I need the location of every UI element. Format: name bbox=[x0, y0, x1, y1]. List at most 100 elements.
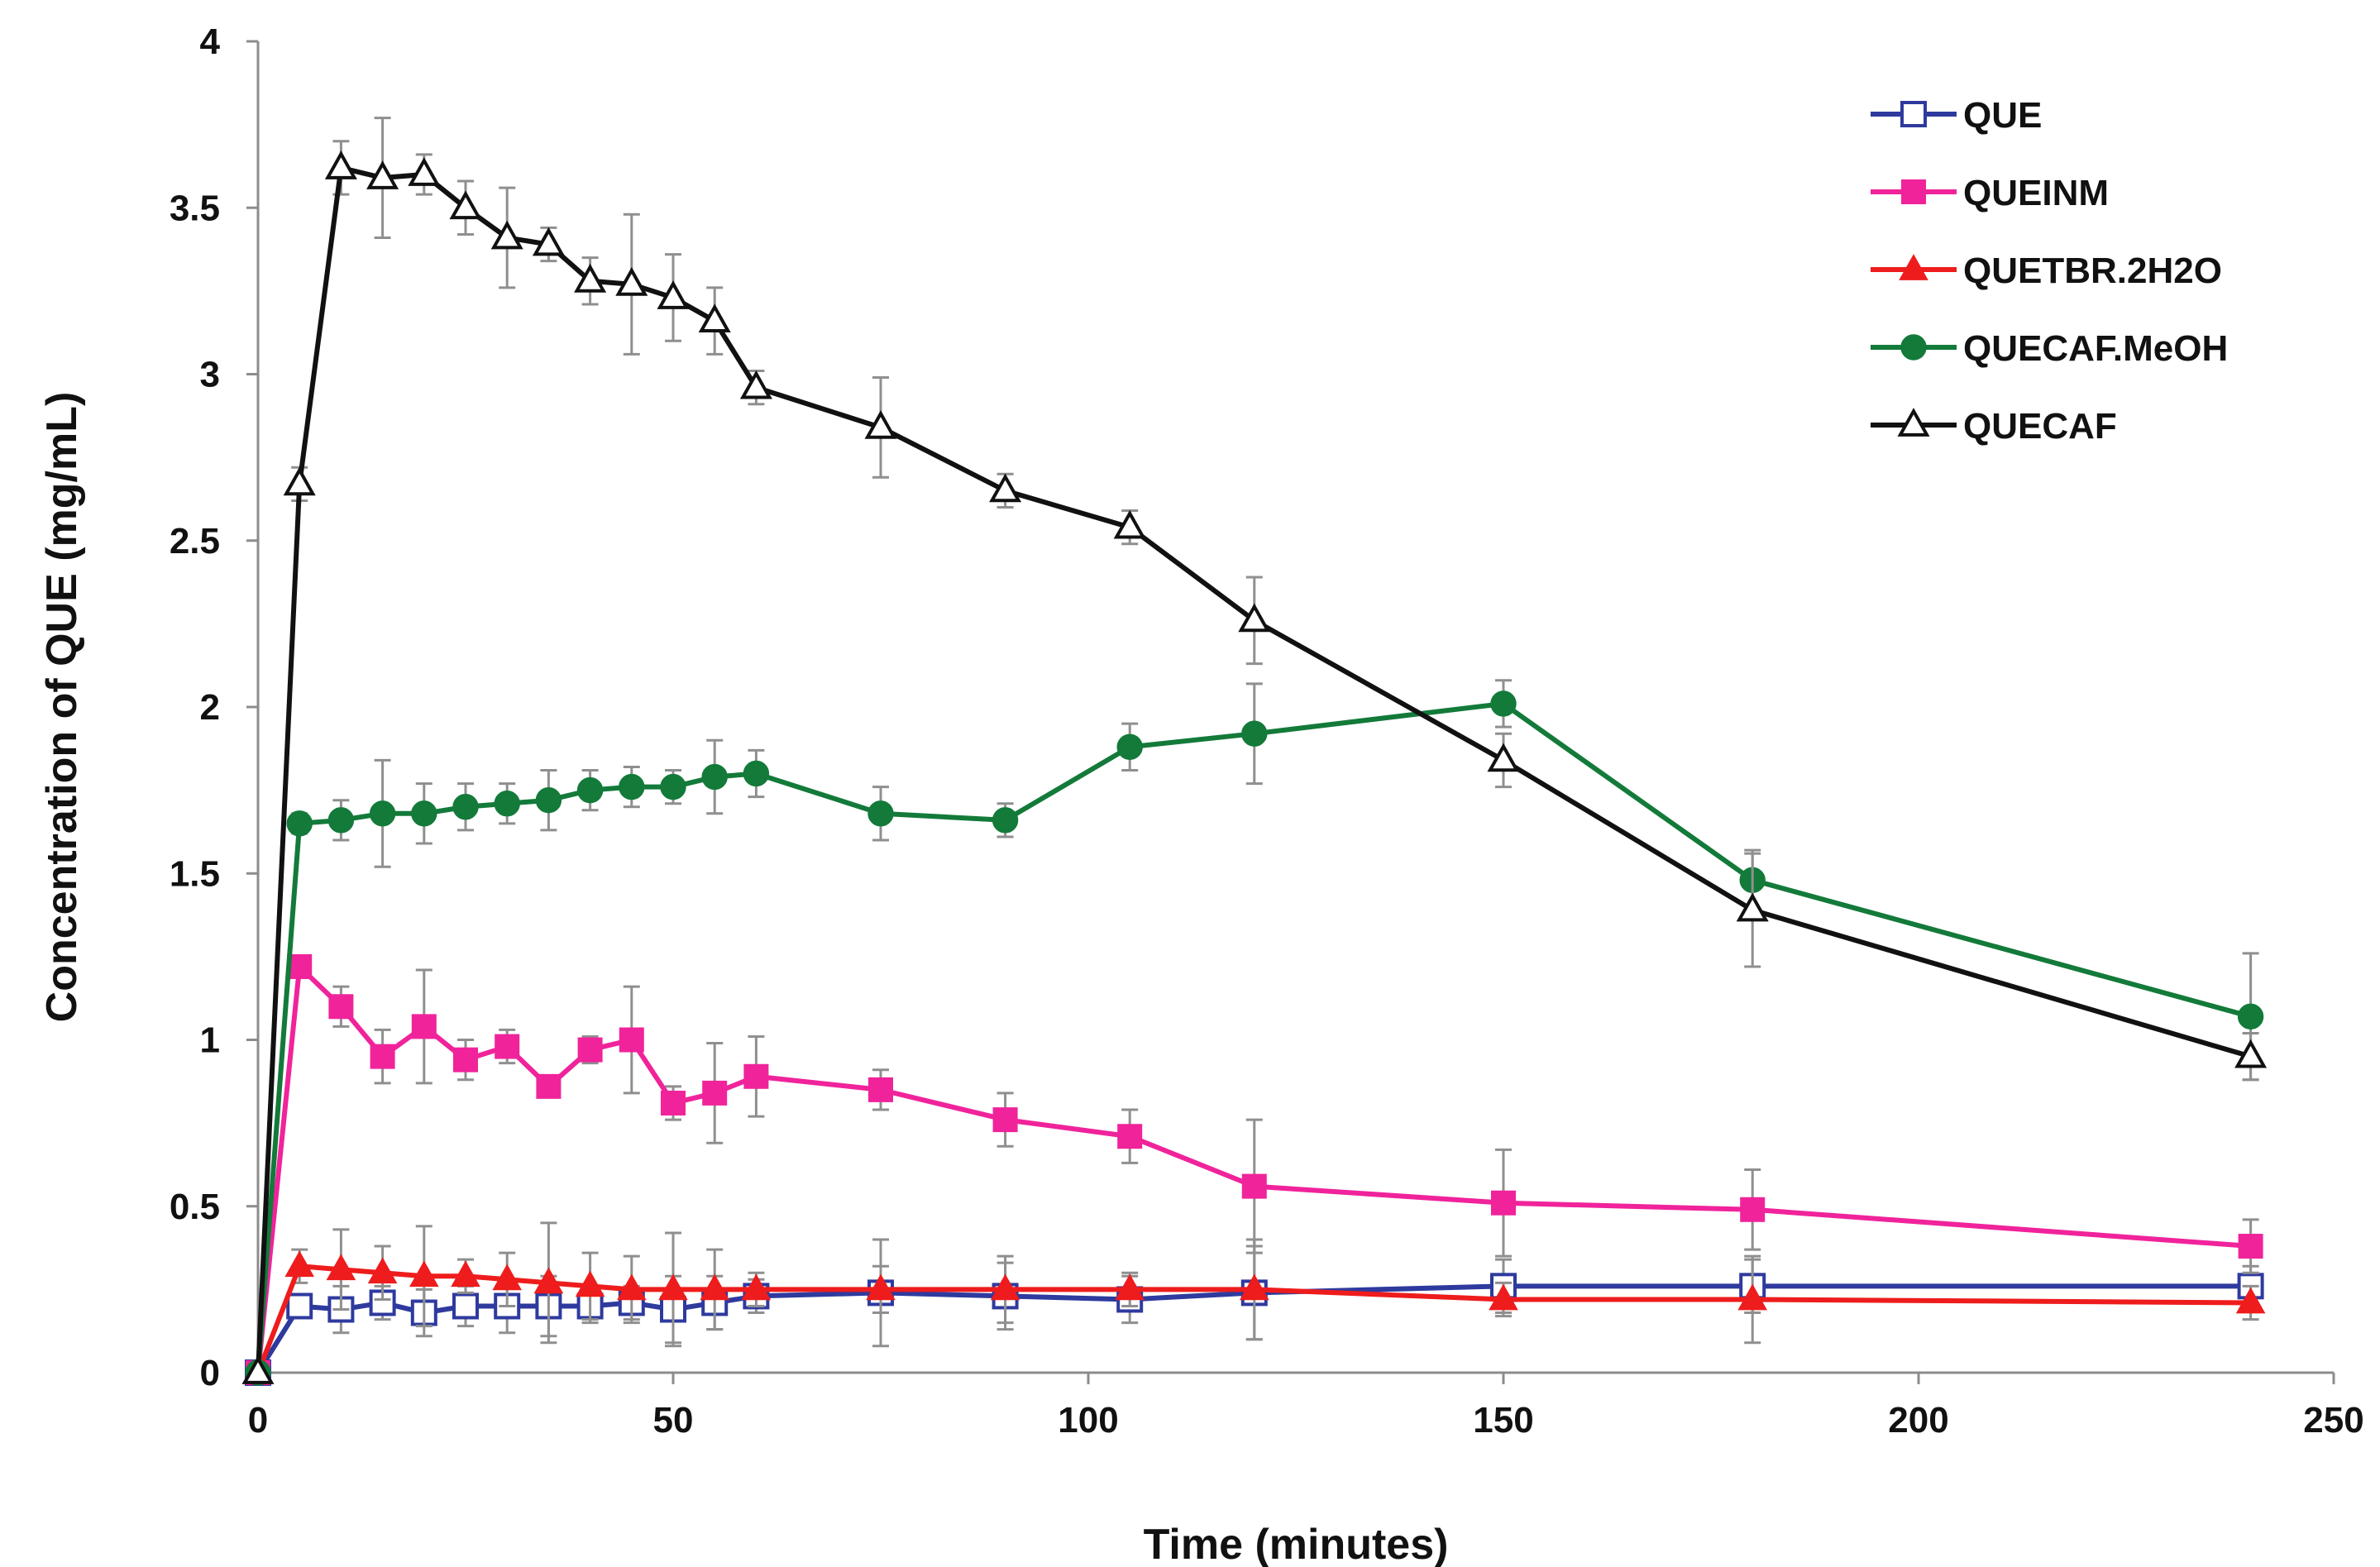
y-tick-label: 4 bbox=[200, 21, 221, 62]
data-point bbox=[2234, 1039, 2268, 1068]
y-tick-label: 3 bbox=[200, 355, 220, 395]
data-point bbox=[1238, 603, 1271, 633]
data-point bbox=[536, 1073, 562, 1099]
legend-item: QUECAF.MeOH bbox=[1871, 328, 2228, 369]
data-point bbox=[701, 763, 728, 791]
x-tick-label: 250 bbox=[2303, 1400, 2363, 1440]
data-point bbox=[1241, 720, 1268, 747]
legend-item: QUEINM bbox=[1871, 173, 2109, 213]
data-point bbox=[615, 266, 648, 296]
legend-label: QUECAF bbox=[1963, 406, 2117, 447]
data-point bbox=[283, 466, 316, 496]
series-quecaf bbox=[241, 117, 2268, 1384]
data-point bbox=[619, 773, 645, 800]
data-point bbox=[1897, 408, 1930, 437]
data-point bbox=[492, 1264, 523, 1291]
data-point bbox=[698, 303, 731, 332]
data-point bbox=[1490, 690, 1517, 717]
data-point bbox=[1116, 733, 1143, 760]
data-point bbox=[369, 800, 396, 827]
y-tick-label: 3.5 bbox=[170, 188, 220, 228]
data-point bbox=[868, 1077, 893, 1102]
data-point bbox=[411, 1014, 437, 1039]
x-tick-label: 0 bbox=[248, 1400, 268, 1440]
data-point bbox=[739, 370, 772, 399]
data-point bbox=[866, 1273, 896, 1301]
data-point bbox=[577, 1037, 603, 1063]
data-point bbox=[286, 810, 313, 837]
legend-label: QUETBR.2H2O bbox=[1963, 251, 2222, 291]
data-point bbox=[616, 1273, 647, 1301]
data-point bbox=[326, 1254, 356, 1281]
data-point bbox=[1900, 101, 1927, 127]
data-point bbox=[494, 791, 520, 817]
data-point bbox=[1737, 1283, 1768, 1311]
series-quecaf-meoh bbox=[245, 679, 2264, 1386]
series-layer bbox=[241, 117, 2268, 1386]
data-point bbox=[1115, 1273, 1145, 1301]
data-point bbox=[327, 807, 355, 834]
y-tick-label: 1 bbox=[200, 1020, 220, 1061]
data-point bbox=[619, 1027, 644, 1053]
data-point bbox=[700, 1273, 730, 1301]
data-point bbox=[451, 1260, 480, 1288]
legend-item: QUETBR.2H2O bbox=[1871, 251, 2222, 291]
data-point bbox=[702, 1080, 728, 1106]
data-point bbox=[867, 800, 894, 827]
data-point bbox=[1239, 1273, 1269, 1301]
data-point bbox=[657, 280, 690, 309]
data-point bbox=[743, 1063, 769, 1089]
legend-label: QUECAF.MeOH bbox=[1963, 328, 2228, 369]
data-point bbox=[535, 787, 562, 814]
data-point bbox=[2235, 1287, 2266, 1314]
data-point bbox=[328, 994, 354, 1020]
data-point bbox=[1899, 254, 1928, 280]
x-tick-label: 50 bbox=[653, 1400, 694, 1440]
data-point bbox=[411, 800, 437, 827]
x-tick-label: 100 bbox=[1058, 1400, 1118, 1440]
data-point bbox=[367, 1257, 398, 1284]
data-point bbox=[864, 410, 897, 439]
data-point bbox=[532, 227, 565, 256]
data-point bbox=[1740, 1197, 1766, 1222]
data-point bbox=[743, 760, 770, 787]
data-point bbox=[452, 1292, 479, 1320]
data-point bbox=[1113, 509, 1146, 539]
x-ticks: 0 50 100 150 200 250 bbox=[248, 1373, 2364, 1440]
data-point bbox=[992, 1107, 1018, 1133]
data-point bbox=[1117, 1124, 1143, 1149]
data-point bbox=[990, 1273, 1020, 1301]
data-point bbox=[741, 1273, 772, 1301]
data-point bbox=[575, 1270, 605, 1297]
y-tick-label: 2 bbox=[200, 687, 220, 728]
data-point bbox=[449, 190, 482, 220]
data-point bbox=[490, 220, 523, 250]
plot-area: 0 50 100 150 200 250 0 0.5 1 1.5 2 2.5 3 3.5 4 bbox=[170, 21, 2364, 1440]
data-point bbox=[495, 1034, 520, 1059]
data-point bbox=[1491, 1190, 1516, 1216]
data-point bbox=[574, 263, 607, 293]
data-point bbox=[452, 794, 479, 820]
data-point bbox=[1900, 334, 1927, 361]
data-point bbox=[370, 1044, 395, 1069]
y-tick-label: 1.5 bbox=[170, 853, 220, 894]
data-point bbox=[408, 157, 441, 186]
data-point bbox=[241, 1355, 275, 1384]
data-point bbox=[660, 773, 686, 800]
legend-label: QUE bbox=[1963, 95, 2042, 136]
data-point bbox=[576, 776, 604, 804]
data-point bbox=[2238, 1234, 2263, 1259]
data-point bbox=[658, 1273, 688, 1301]
y-ticks: 0 0.5 1 1.5 2 2.5 3 3.5 4 bbox=[170, 21, 258, 1393]
legend-label: QUEINM bbox=[1963, 173, 2109, 213]
data-point bbox=[1736, 892, 1769, 922]
data-point bbox=[453, 1047, 478, 1073]
legend: QUE QUEINM QUETBR.2H2O QUECAF.MeOH QUECAF bbox=[1871, 95, 2228, 447]
data-point bbox=[1489, 1283, 1518, 1311]
data-point bbox=[989, 473, 1022, 503]
data-point bbox=[2237, 1003, 2264, 1030]
data-point bbox=[533, 1267, 564, 1294]
data-point bbox=[992, 807, 1019, 834]
data-point bbox=[366, 160, 399, 189]
